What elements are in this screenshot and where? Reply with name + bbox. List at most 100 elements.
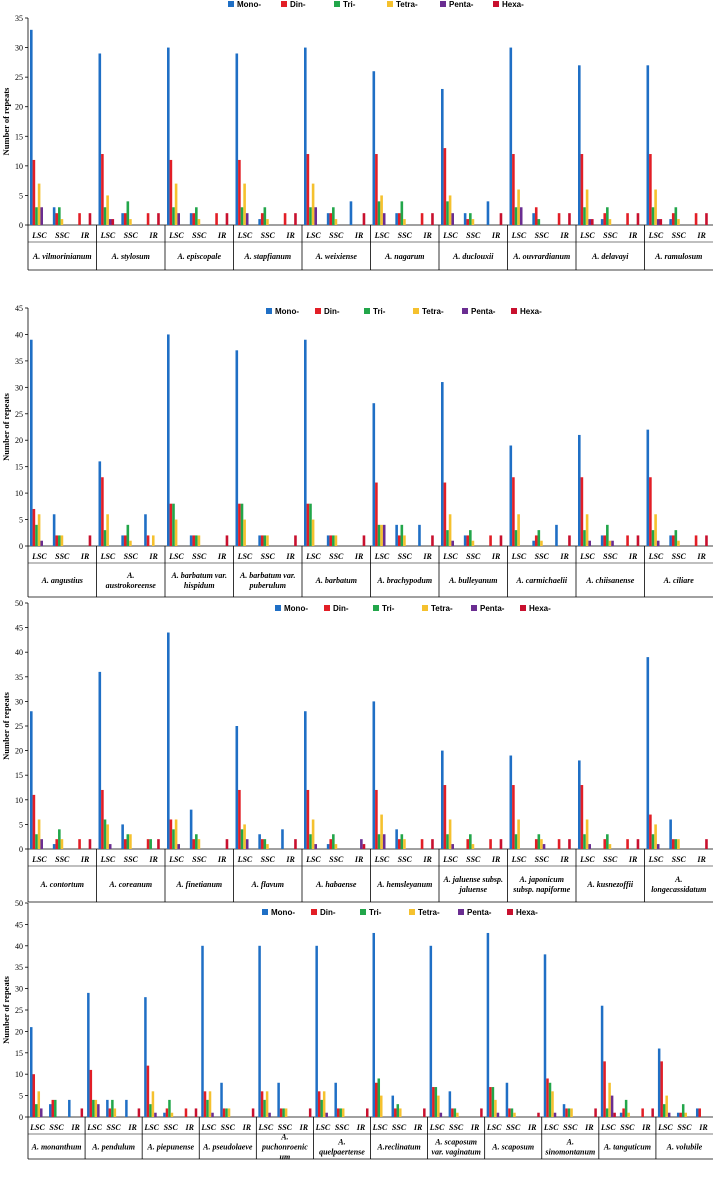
region-label-lsc: LSC <box>648 552 664 561</box>
bar-tri <box>35 524 38 546</box>
region-label-ssc: SSC <box>329 231 344 240</box>
legend-label-penta: Penta- <box>467 908 492 917</box>
y-tick-label: 30 <box>15 44 23 53</box>
bar-mono <box>52 514 56 546</box>
bar-tri <box>605 1108 609 1117</box>
bar-tri <box>583 207 586 225</box>
bar-tetra <box>170 1112 174 1117</box>
bar-din <box>32 508 36 546</box>
y-tick-label: 30 <box>15 697 23 706</box>
bar-din <box>512 785 515 849</box>
species-label: A. habaense <box>315 880 357 889</box>
bar-tetra <box>471 219 475 225</box>
species-group: LSC SSC IR A.reclinatum <box>370 932 428 1159</box>
region-label-ir: IR <box>148 552 158 561</box>
bar-tetra <box>608 540 612 546</box>
bar-din <box>512 154 515 225</box>
bar-mono <box>486 932 490 1117</box>
bar-din <box>580 785 584 849</box>
species-group: LSC SSC IR A. hemsleyanum <box>370 701 439 902</box>
bar-tetra <box>684 1112 687 1117</box>
bar-mono <box>578 65 581 225</box>
bar-mono <box>258 219 261 225</box>
region-label-ir: IR <box>299 1123 309 1132</box>
bar-mono <box>189 809 193 849</box>
legend-swatch-penta <box>458 909 464 915</box>
bar-mono <box>695 1108 699 1117</box>
species-label: A. barbatum <box>315 576 357 585</box>
region-label-ir: IR <box>217 552 227 561</box>
species-group: LSC SSC IR A. volubile <box>655 1048 713 1159</box>
species-label: A. flavum <box>251 880 284 889</box>
y-tick-label: 0 <box>19 542 23 551</box>
bar-tetra <box>129 540 132 546</box>
region-label-ssc: SSC <box>261 231 276 240</box>
species-label: austrokoreense <box>106 581 157 590</box>
bar-tetra <box>334 219 338 225</box>
bar-tri <box>332 207 335 225</box>
bar-tri <box>92 1099 95 1117</box>
legend-swatch-tri <box>334 1 340 7</box>
bar-din <box>641 1108 644 1117</box>
bar-mono <box>144 997 147 1117</box>
species-label: A. duclouxii <box>452 252 494 261</box>
bar-din <box>489 1087 492 1117</box>
species-group: LSC SSC IR A. ciliare <box>644 429 713 597</box>
bar-mono <box>395 829 398 849</box>
bar-penta <box>108 219 112 225</box>
species-group: LSC SSC IR A. contortum <box>28 711 97 889</box>
legend-label-mono: Mono- <box>284 604 308 613</box>
legend-label-hexa: Hexa- <box>529 604 551 613</box>
bar-tetra <box>174 183 178 225</box>
bar-din <box>443 148 447 225</box>
bar-din <box>55 213 59 225</box>
bar-mono <box>106 1099 109 1117</box>
species-group: LSC SSC IR A. monanthum <box>28 1027 86 1152</box>
y-tick-label: 45 <box>15 920 23 929</box>
bar-din <box>329 535 333 546</box>
species-group: LSC SSC IR A. pendulum <box>84 992 143 1159</box>
bar-hexa <box>157 839 160 849</box>
bar-tetra <box>60 535 64 546</box>
bar-penta <box>97 1104 100 1117</box>
bar-din <box>694 213 698 225</box>
bar-tetra <box>471 540 475 546</box>
species-label: A. stylosum <box>111 252 150 261</box>
species-label: A. <box>566 1138 574 1147</box>
y-tick-label: 10 <box>15 796 23 805</box>
bar-penta <box>154 1112 157 1117</box>
species-label: A. brachypodum <box>376 576 432 585</box>
bar-mono <box>555 524 558 546</box>
species-group: LSC SSC IR A. habaense <box>301 711 371 902</box>
bar-mono <box>578 434 581 546</box>
bar-tetra <box>311 519 315 546</box>
bar-mono <box>669 535 672 546</box>
bar-tri <box>377 524 381 546</box>
legend-label-tri: Tri- <box>343 0 356 9</box>
bar-mono <box>441 88 444 225</box>
y-tick-label: 0 <box>19 845 23 854</box>
bar-penta <box>382 834 386 849</box>
legend-label-hexa: Hexa- <box>520 307 542 316</box>
legend: Mono- Din- Tri- Tetra- Penta- Hexa- <box>228 0 524 9</box>
bar-mono <box>372 403 376 546</box>
bar-tri <box>35 207 38 225</box>
bar-tetra <box>654 514 657 546</box>
region-label-ssc: SSC <box>124 855 139 864</box>
y-tick-label: 25 <box>15 410 23 419</box>
species-label: A. nagarum <box>384 252 425 261</box>
region-label-ir: IR <box>628 231 638 240</box>
bar-din <box>397 213 401 225</box>
region-label-ir: IR <box>148 231 158 240</box>
bar-tri <box>606 207 609 225</box>
bar-tetra <box>540 540 543 546</box>
bar-tri <box>674 839 678 849</box>
bar-din <box>238 789 241 849</box>
legend-swatch-hexa <box>507 909 513 915</box>
region-label-ir: IR <box>413 1123 423 1132</box>
bar-tri <box>514 834 518 849</box>
region-label-ssc: SSC <box>192 855 207 864</box>
region-label-lsc: LSC <box>168 552 184 561</box>
